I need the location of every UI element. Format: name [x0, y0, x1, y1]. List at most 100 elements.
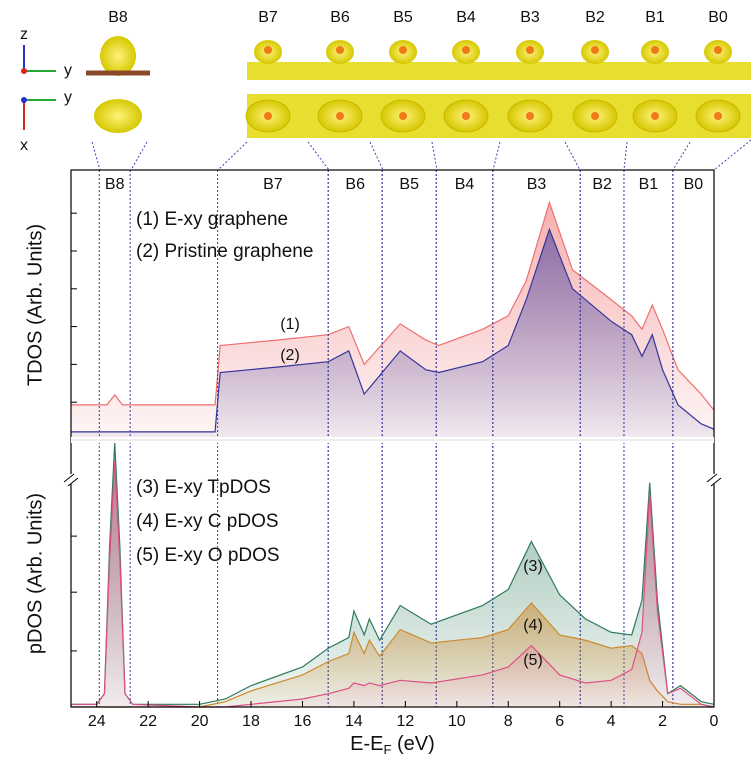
- atom: [526, 46, 534, 54]
- axis-origin: [21, 97, 27, 103]
- band-label: B2: [592, 176, 612, 193]
- band-label: B6: [345, 176, 365, 193]
- connector: [307, 141, 330, 171]
- band-header-label: B2: [585, 9, 605, 26]
- x-axis-label: E-EF (eV): [350, 733, 435, 757]
- atom: [526, 112, 534, 120]
- x-tick-label: 20: [191, 713, 209, 730]
- orientation-icons: z y y x: [20, 26, 72, 154]
- area-fill: [71, 229, 714, 440]
- x-tick-label: 24: [88, 713, 106, 730]
- x-tick-label: 4: [607, 713, 616, 730]
- atom: [591, 46, 599, 54]
- x-tick-label: 8: [504, 713, 513, 730]
- connectors: [91, 139, 751, 171]
- series-line: [71, 200, 715, 411]
- curve-label: (3): [523, 558, 543, 575]
- atom: [714, 46, 722, 54]
- x-tick-label: 12: [396, 713, 414, 730]
- atom: [264, 46, 272, 54]
- legend-entry: (2) Pristine graphene: [136, 241, 313, 262]
- atom: [462, 112, 470, 120]
- axis-letter: z: [20, 26, 28, 43]
- axis-letter: x: [20, 137, 28, 154]
- axis-origin: [21, 68, 27, 74]
- connector: [713, 139, 751, 171]
- x-label-main: E-E: [350, 733, 383, 755]
- x-label-sub: F: [384, 742, 392, 757]
- x-tick-label: 18: [242, 713, 260, 730]
- x-tick-label: 10: [448, 713, 466, 730]
- atom: [399, 112, 407, 120]
- connector: [564, 141, 581, 171]
- isosurface-strip: [247, 62, 751, 80]
- band-header-label: B3: [520, 9, 540, 26]
- connector: [130, 141, 148, 171]
- x-tick-label: 14: [345, 713, 363, 730]
- connector: [431, 141, 438, 171]
- connector: [91, 141, 101, 171]
- connector: [623, 141, 628, 171]
- atom: [399, 46, 407, 54]
- connector: [217, 141, 248, 171]
- x-label-unit: (eV): [391, 733, 434, 755]
- legend-entry: (1) E-xy graphene: [136, 209, 288, 230]
- band-label: B1: [639, 176, 659, 193]
- band-header-label: B0: [708, 9, 728, 26]
- axis-break: [710, 477, 722, 487]
- axis-break: [706, 473, 718, 483]
- axis-break-gap: [706, 474, 722, 484]
- axis-letter: y: [64, 62, 72, 79]
- atom: [336, 112, 344, 120]
- series-line: [71, 461, 715, 708]
- band-header-label: B5: [393, 9, 413, 26]
- legend-entry: (5) E-xy O pDOS: [136, 545, 280, 566]
- band-header-label: B4: [456, 9, 476, 26]
- band-label: B8: [105, 176, 125, 193]
- y-axis-label: TDOS (Arb. Units): [24, 224, 46, 386]
- connector: [672, 141, 691, 171]
- curve-label: (5): [523, 652, 543, 669]
- x-tick-label: 6: [555, 713, 564, 730]
- atom: [336, 46, 344, 54]
- curve-label: (2): [280, 347, 300, 364]
- x-tick-label: 22: [139, 713, 157, 730]
- band-label: B7: [263, 176, 283, 193]
- band-header-label: B7: [258, 9, 278, 26]
- atom: [591, 112, 599, 120]
- atom: [462, 46, 470, 54]
- axis-break-gap: [63, 474, 79, 484]
- band-label: B5: [399, 176, 419, 193]
- legend-entry: (3) E-xy TpDOS: [136, 477, 271, 498]
- band-label: B3: [527, 176, 547, 193]
- curve-label: (4): [523, 617, 543, 634]
- connector: [492, 141, 501, 171]
- area-fill: [71, 461, 714, 707]
- band-header-label: B1: [645, 9, 665, 26]
- atom: [264, 112, 272, 120]
- atom: [714, 112, 722, 120]
- plot: TDOS (Arb. Units) (1) E-xy graphene (2) Pr…: [24, 9, 728, 757]
- series-line: [71, 227, 715, 433]
- x-tick-label: 16: [294, 713, 312, 730]
- atom: [651, 46, 659, 54]
- atom: [651, 112, 659, 120]
- band-header-label: B6: [330, 9, 350, 26]
- x-tick-label: 2: [658, 713, 667, 730]
- legend-entry: (4) E-xy C pDOS: [136, 511, 279, 532]
- connector: [369, 141, 384, 171]
- axis-letter: y: [64, 89, 72, 106]
- axis-break: [67, 477, 79, 487]
- band-header-label: B8: [108, 9, 128, 26]
- band-label: B4: [455, 176, 475, 193]
- band-label: B0: [684, 176, 704, 193]
- curve-label: (1): [280, 316, 300, 333]
- isosurface-blobs: [245, 40, 741, 133]
- axis-break: [63, 473, 75, 483]
- x-tick-label: 0: [710, 713, 719, 730]
- y-axis-label: pDOS (Arb. Units): [24, 493, 46, 654]
- isosurface: [94, 99, 142, 133]
- isosurface: [100, 36, 136, 76]
